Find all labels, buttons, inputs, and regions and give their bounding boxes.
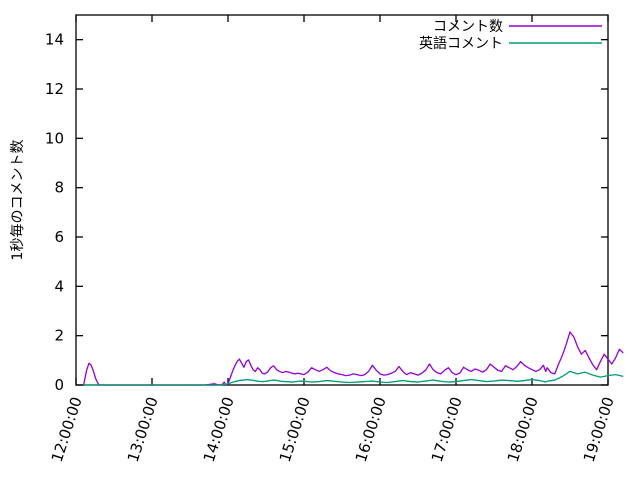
y-tick-label: 2 [54, 327, 64, 345]
plot-frame [75, 14, 609, 386]
y-tick-label: 8 [54, 179, 64, 197]
y-tick-label: 4 [54, 277, 64, 295]
series-line-2 [83, 370, 624, 386]
y-axis-tick-marks [76, 39, 608, 386]
y-tick-label: 6 [54, 228, 64, 246]
y-axis-tick-labels: 0 2 4 6 8 10 12 14 [45, 31, 64, 394]
legend-label-1: コメント数 [433, 19, 503, 35]
legend-label-2: 英語コメント [419, 35, 503, 52]
y-tick-label: 10 [45, 129, 64, 147]
y-tick-label: 12 [45, 80, 64, 98]
y-tick-label: 14 [45, 31, 64, 49]
y-tick-label: 0 [54, 376, 64, 394]
series-line-1 [82, 331, 624, 386]
series-layer [82, 331, 624, 386]
y-axis-title: 1秒毎のコメント数 [10, 140, 26, 261]
